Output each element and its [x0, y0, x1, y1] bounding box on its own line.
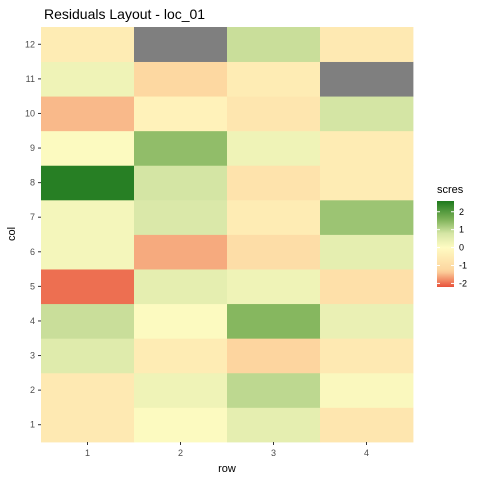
heatmap-cell-row4-col8	[320, 165, 414, 201]
heatmap-cell-row3-col12	[227, 27, 321, 62]
x-tick-label: 3	[271, 448, 276, 458]
heatmap-cell-row1-col1	[41, 407, 135, 443]
heatmap-cell-row1-col8	[41, 165, 135, 201]
heatmap-cell-row3-col4	[227, 303, 321, 339]
heatmap-cell-row4-col3	[320, 338, 414, 374]
heatmap-cell-row2-col10	[134, 96, 228, 132]
heatmap-cell-row4-col5	[320, 269, 414, 305]
legend-tick-label: -1	[459, 261, 467, 271]
heatmap-cell-row2-col6	[134, 234, 228, 270]
heatmap-cell-row1-col3	[41, 338, 135, 374]
heatmap-cell-row1-col11	[41, 61, 135, 97]
heatmap-cell-row4-col11	[320, 61, 414, 97]
heatmap-cell-row2-col2	[134, 372, 228, 408]
legend-color-bar	[437, 201, 454, 287]
heatmap-cell-row3-col5	[227, 269, 321, 305]
heatmap-cell-row2-col4	[134, 303, 228, 339]
heatmap-cell-row1-col9	[41, 130, 135, 166]
heatmap-cell-row2-col11	[134, 61, 228, 97]
heatmap-cell-row4-col12	[320, 27, 414, 62]
y-tick-label: 8	[30, 178, 35, 188]
y-tick-label: 12	[25, 39, 35, 49]
heatmap-cell-row4-col2	[320, 372, 414, 408]
y-tick-label: 6	[30, 247, 35, 257]
legend-ticks: 2 1 0 -1 -2	[437, 207, 467, 288]
heatmap-cell-row3-col11	[227, 61, 321, 97]
heatmap-cell-row1-col7	[41, 199, 135, 235]
heatmap-cells	[41, 27, 414, 443]
heatmap-cell-row2-col8	[134, 165, 228, 201]
y-tick-label: 2	[30, 385, 35, 395]
heatmap-cell-row4-col7	[320, 199, 414, 235]
heatmap-cell-row2-col1	[134, 407, 228, 443]
y-tick-label: 7	[30, 212, 35, 222]
heatmap-cell-row4-col9	[320, 130, 414, 166]
legend-tick-label: 2	[459, 207, 464, 217]
heatmap-cell-row4-col6	[320, 234, 414, 270]
y-tick-label: 9	[30, 143, 35, 153]
x-tick-label: 4	[364, 448, 369, 458]
heatmap-cell-row3-col3	[227, 338, 321, 374]
heatmap-cell-row3-col9	[227, 130, 321, 166]
heatmap-cell-row2-col9	[134, 130, 228, 166]
chart-title: Residuals Layout - loc_01	[44, 6, 205, 22]
heatmap-cell-row4-col1	[320, 407, 414, 443]
heatmap-cell-row2-col3	[134, 338, 228, 374]
heatmap-cell-row1-col10	[41, 96, 135, 132]
x-tick-label: 2	[178, 448, 183, 458]
heatmap-cell-row3-col7	[227, 199, 321, 235]
color-legend: scres 2 1 0 -1 -2	[437, 184, 467, 288]
heatmap-cell-row3-col8	[227, 165, 321, 201]
x-tick-label: 1	[85, 448, 90, 458]
heatmap-cell-row4-col10	[320, 96, 414, 132]
x-axis-ticks: 1 2 3 4	[85, 442, 369, 458]
heatmap-cell-row1-col5	[41, 269, 135, 305]
heatmap-cell-row3-col6	[227, 234, 321, 270]
heatmap-cell-row1-col2	[41, 372, 135, 408]
heatmap-cell-row3-col10	[227, 96, 321, 132]
y-tick-label: 1	[30, 420, 35, 430]
heatmap-cell-row3-col2	[227, 372, 321, 408]
heatmap-cell-row2-col7	[134, 199, 228, 235]
heatmap-cell-row2-col5	[134, 269, 228, 305]
y-axis-title: col	[6, 227, 18, 241]
y-tick-label: 4	[30, 316, 35, 326]
y-tick-label: 11	[26, 74, 35, 84]
y-tick-label: 5	[30, 281, 35, 291]
heatmap-cell-row1-col6	[41, 234, 135, 270]
heatmap-cell-row1-col4	[41, 303, 135, 339]
y-tick-label: 10	[25, 108, 35, 118]
legend-title: scres	[437, 184, 464, 196]
heatmap-cell-row4-col4	[320, 303, 414, 339]
y-tick-label: 3	[30, 351, 35, 361]
x-axis-title: row	[218, 463, 236, 475]
legend-tick-label: -2	[459, 278, 467, 288]
heatmap-cell-row1-col12	[41, 27, 135, 62]
legend-tick-label: 0	[459, 243, 464, 253]
heatmap-cell-row3-col1	[227, 407, 321, 443]
heatmap-cell-row2-col12	[134, 27, 228, 62]
legend-tick-label: 1	[459, 225, 464, 235]
